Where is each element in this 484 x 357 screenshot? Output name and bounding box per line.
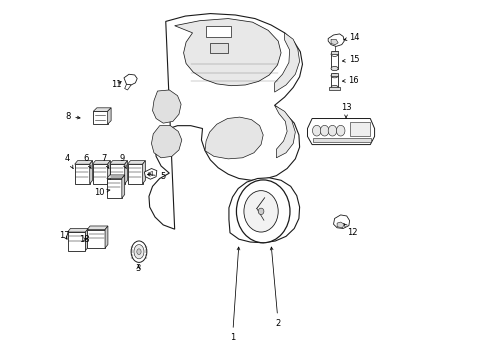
Text: 17: 17 — [59, 231, 70, 240]
Polygon shape — [331, 54, 337, 69]
Polygon shape — [336, 222, 344, 228]
Polygon shape — [205, 117, 263, 159]
Polygon shape — [106, 175, 124, 178]
Polygon shape — [85, 228, 88, 251]
Bar — [209, 43, 227, 53]
Ellipse shape — [331, 85, 337, 90]
Polygon shape — [107, 108, 111, 124]
Ellipse shape — [243, 191, 278, 232]
Polygon shape — [93, 108, 111, 111]
Ellipse shape — [319, 125, 328, 136]
Polygon shape — [67, 228, 88, 232]
Polygon shape — [92, 164, 107, 184]
Text: 10: 10 — [93, 187, 110, 197]
Text: 8: 8 — [65, 111, 80, 121]
Polygon shape — [109, 161, 127, 164]
Polygon shape — [331, 51, 337, 54]
Ellipse shape — [257, 208, 263, 215]
Polygon shape — [333, 215, 349, 228]
Polygon shape — [87, 230, 105, 248]
Text: 4: 4 — [65, 154, 73, 169]
Polygon shape — [109, 164, 124, 184]
Polygon shape — [107, 161, 110, 184]
Ellipse shape — [236, 180, 289, 243]
Text: 11: 11 — [111, 80, 122, 90]
Polygon shape — [105, 226, 107, 248]
Polygon shape — [307, 119, 374, 145]
Polygon shape — [274, 105, 295, 158]
Polygon shape — [328, 87, 340, 90]
Polygon shape — [328, 34, 344, 46]
Text: 2: 2 — [270, 247, 280, 328]
Polygon shape — [106, 178, 121, 198]
Polygon shape — [331, 39, 337, 45]
Ellipse shape — [331, 52, 337, 56]
Polygon shape — [174, 19, 280, 86]
Polygon shape — [331, 76, 337, 87]
Polygon shape — [149, 14, 302, 229]
Polygon shape — [93, 111, 107, 124]
Polygon shape — [87, 226, 107, 230]
Ellipse shape — [328, 125, 336, 136]
Polygon shape — [142, 161, 145, 184]
Ellipse shape — [136, 249, 141, 255]
Polygon shape — [349, 122, 370, 136]
Polygon shape — [331, 73, 337, 76]
Polygon shape — [148, 171, 152, 176]
Text: 5: 5 — [147, 171, 166, 181]
Polygon shape — [152, 90, 181, 123]
Polygon shape — [274, 33, 299, 92]
Polygon shape — [127, 161, 145, 164]
Ellipse shape — [312, 125, 320, 136]
Ellipse shape — [331, 66, 337, 71]
Text: 7: 7 — [101, 154, 109, 169]
Polygon shape — [144, 169, 156, 179]
Bar — [206, 26, 230, 37]
Text: 16: 16 — [342, 76, 359, 85]
Ellipse shape — [331, 74, 337, 78]
Ellipse shape — [336, 125, 344, 136]
Text: 13: 13 — [340, 103, 350, 118]
Polygon shape — [75, 164, 90, 184]
Ellipse shape — [131, 241, 147, 262]
Text: 15: 15 — [342, 55, 358, 65]
Text: 3: 3 — [136, 264, 141, 273]
Polygon shape — [92, 161, 110, 164]
Polygon shape — [90, 161, 92, 184]
Bar — [313, 138, 370, 142]
Text: 1: 1 — [229, 247, 240, 342]
Polygon shape — [151, 126, 182, 158]
Polygon shape — [67, 232, 85, 251]
Ellipse shape — [134, 245, 144, 259]
Polygon shape — [121, 175, 124, 198]
Polygon shape — [228, 178, 299, 243]
Polygon shape — [124, 84, 131, 90]
Polygon shape — [75, 161, 92, 164]
Text: 14: 14 — [343, 33, 358, 42]
Text: 12: 12 — [343, 223, 357, 237]
Text: 9: 9 — [119, 154, 126, 169]
Text: 6: 6 — [83, 154, 91, 169]
Polygon shape — [124, 74, 137, 85]
Text: 18: 18 — [79, 235, 90, 244]
Polygon shape — [124, 161, 127, 184]
Polygon shape — [127, 164, 142, 184]
